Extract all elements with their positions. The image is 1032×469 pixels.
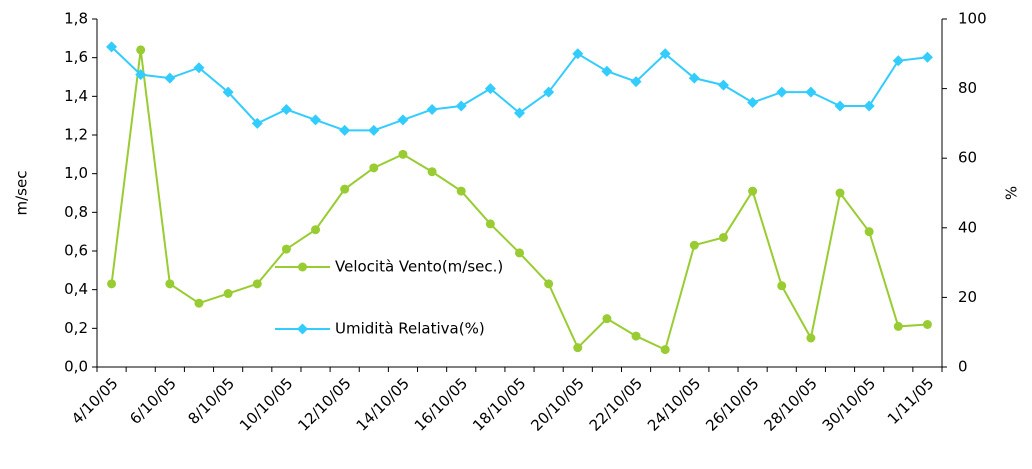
x-tick-label: 12/10/05: [294, 374, 354, 434]
data-point: [310, 114, 322, 126]
data-point: [252, 279, 262, 289]
data-point: [630, 76, 642, 88]
data-point: [223, 289, 233, 299]
y-tick-label: 0,6: [64, 242, 88, 260]
legend-marker: [297, 323, 308, 335]
data-point: [805, 86, 817, 98]
data-point: [397, 114, 409, 126]
y-tick-label: 1,8: [64, 10, 88, 28]
data-point: [456, 186, 466, 196]
x-tick-label: 10/10/05: [236, 374, 296, 434]
data-point: [193, 62, 205, 74]
legend-label: Umidità Relativa(%): [335, 320, 485, 338]
y2-tick-label: 20: [958, 288, 977, 306]
x-tick-label: 14/10/05: [353, 374, 413, 434]
data-point: [921, 51, 933, 63]
y-tick-label: 1,0: [64, 164, 88, 182]
x-tick-label: 26/10/05: [702, 374, 762, 434]
data-point: [136, 45, 146, 55]
y2-tick-label: 100: [958, 10, 987, 28]
data-point: [660, 345, 670, 355]
data-point: [659, 48, 671, 60]
data-point: [222, 86, 234, 98]
data-point: [368, 124, 380, 136]
y2-axis-label: %: [1003, 186, 1021, 200]
data-point: [369, 163, 379, 173]
legend-label: Velocità Vento(m/sec.): [335, 258, 503, 276]
x-tick-label: 22/10/05: [586, 374, 646, 434]
y-tick-label: 0,4: [64, 280, 88, 298]
x-tick-label: 4/10/05: [68, 374, 122, 428]
data-point: [602, 314, 612, 324]
data-point: [164, 72, 176, 84]
data-point: [544, 279, 554, 289]
data-point: [280, 103, 292, 115]
data-point: [339, 124, 351, 136]
data-point: [688, 72, 700, 84]
y-tick-label: 1,2: [64, 126, 88, 144]
data-point: [718, 232, 728, 242]
data-point: [194, 298, 204, 308]
data-point: [543, 86, 555, 98]
y-tick-label: 0,0: [64, 358, 88, 376]
x-tick-label: 1/11/05: [884, 374, 938, 428]
data-point: [573, 343, 583, 353]
data-point: [340, 184, 350, 194]
series-line: [110, 49, 928, 352]
data-point: [572, 48, 584, 60]
data-point: [251, 117, 263, 129]
data-point: [281, 244, 291, 254]
data-point: [806, 333, 816, 343]
x-tick-label: 24/10/05: [644, 374, 704, 434]
data-point: [106, 41, 118, 53]
data-point: [455, 100, 467, 112]
data-point: [601, 65, 613, 77]
x-tick-label: 30/10/05: [819, 374, 879, 434]
y2-tick-label: 80: [958, 79, 977, 97]
x-tick-label: 20/10/05: [527, 374, 587, 434]
data-point: [484, 83, 496, 95]
data-point: [864, 227, 874, 237]
data-point: [515, 248, 524, 258]
y2-tick-label: 40: [958, 218, 977, 236]
y-tick-label: 1,6: [64, 48, 88, 66]
y2-tick-label: 0: [958, 358, 968, 376]
data-point: [398, 149, 408, 159]
data-point: [107, 279, 117, 289]
data-point: [165, 279, 175, 289]
data-point: [777, 281, 787, 291]
data-point: [922, 319, 932, 329]
y-axis-label: m/sec: [13, 171, 31, 216]
x-tick-label: 6/10/05: [126, 374, 180, 428]
x-tick-label: 8/10/05: [185, 374, 239, 428]
data-point: [689, 240, 699, 250]
data-point: [892, 55, 904, 67]
x-tick-label: 18/10/05: [469, 374, 529, 434]
data-point: [717, 79, 729, 91]
y2-tick-label: 60: [958, 149, 977, 167]
data-point: [748, 186, 758, 196]
data-point: [485, 219, 495, 229]
y-tick-label: 0,8: [64, 203, 88, 221]
x-tick-label: 16/10/05: [411, 374, 471, 434]
data-point: [835, 188, 845, 198]
data-point: [776, 86, 788, 98]
data-point: [426, 103, 438, 115]
data-point: [514, 107, 525, 119]
x-tick-label: 28/10/05: [761, 374, 821, 434]
data-point: [893, 321, 903, 331]
data-point: [747, 97, 759, 109]
data-point: [834, 100, 846, 112]
y-tick-label: 1,4: [64, 87, 88, 105]
data-point: [135, 69, 147, 81]
legend-marker: [298, 262, 307, 272]
data-point: [427, 167, 437, 177]
data-point: [863, 100, 875, 112]
data-point: [311, 225, 321, 235]
data-point: [631, 331, 641, 341]
y-tick-label: 0,2: [64, 319, 88, 337]
